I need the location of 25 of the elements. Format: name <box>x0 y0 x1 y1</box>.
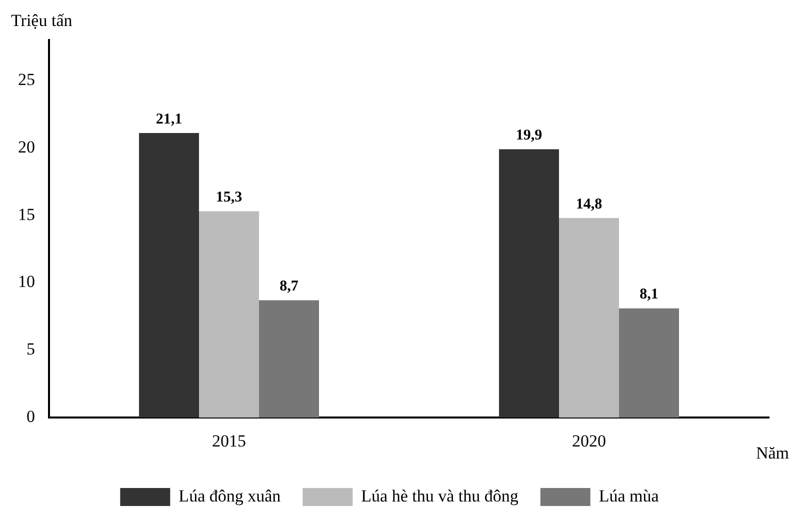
bar <box>559 218 619 418</box>
legend-label: Lúa đông xuân <box>178 486 282 506</box>
y-tick-label: 10 <box>18 272 35 292</box>
data-label: 8,7 <box>280 278 299 295</box>
bar <box>619 308 679 418</box>
legend-label: Lúa hè thu và thu đông <box>361 486 519 506</box>
y-tick-label: 25 <box>18 70 35 89</box>
data-label: 21,1 <box>156 111 182 128</box>
data-label: 14,8 <box>576 196 602 212</box>
bar <box>199 211 259 418</box>
y-axis-title: Triệu tấn <box>11 10 73 30</box>
data-label: 15,3 <box>216 190 242 206</box>
y-tick-label: 15 <box>18 204 35 224</box>
y-tick-label: 20 <box>18 137 35 156</box>
x-axis-title: Năm <box>756 444 789 463</box>
bar <box>259 300 319 418</box>
x-tick-label: 2015 <box>212 431 246 450</box>
bar <box>139 133 199 418</box>
y-tick-label: 5 <box>26 340 35 359</box>
x-tick-label: 2020 <box>572 431 606 450</box>
bar <box>499 149 559 418</box>
data-label: 19,9 <box>516 128 542 144</box>
legend-label: Lúa mùa <box>598 486 660 506</box>
data-label: 8,1 <box>640 286 658 303</box>
y-tick-label: 0 <box>26 407 35 426</box>
